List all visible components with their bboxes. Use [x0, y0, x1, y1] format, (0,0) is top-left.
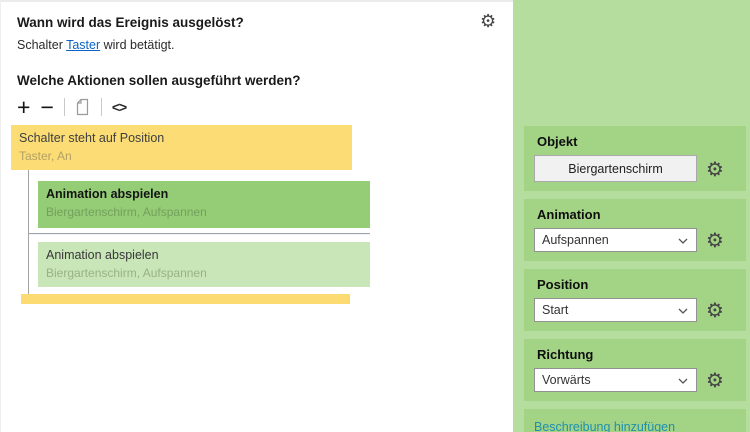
trigger-question: Wann wird das Ereignis ausgelöst?	[17, 15, 244, 30]
property-section-richtung: Richtung Vorwärts ⚙	[524, 339, 746, 401]
object-select-button[interactable]: Biergartenschirm	[534, 155, 697, 182]
action-title: Animation abspielen	[46, 187, 169, 201]
add-description-link[interactable]: Beschreibung hinzufügen	[534, 420, 676, 432]
add-description-section: Beschreibung hinzufügen	[524, 409, 746, 432]
action-block[interactable]: Animation abspielen Biergartenschirm, Au…	[38, 242, 370, 287]
property-label: Objekt	[537, 134, 578, 149]
trigger-settings-gear-icon[interactable]: ⚙	[480, 11, 497, 32]
add-action-button[interactable]: +	[17, 94, 31, 120]
action-title: Animation abspielen	[46, 248, 159, 262]
direction-settings-gear-icon[interactable]: ⚙	[706, 368, 724, 392]
property-label: Position	[537, 277, 589, 292]
property-section-position: Position Start ⚙	[524, 269, 746, 331]
condition-block[interactable]: Schalter steht auf Position Taster, An	[11, 125, 352, 170]
trigger-device-link[interactable]: Taster	[66, 38, 101, 52]
property-section-objekt: Objekt Biergartenschirm ⚙	[524, 126, 746, 191]
event-editor-pane: Wann wird das Ereignis ausgelöst? ⚙ Scha…	[0, 0, 513, 432]
position-settings-gear-icon[interactable]: ⚙	[706, 298, 724, 322]
action-subtitle: Biergartenschirm, Aufspannen	[46, 266, 207, 280]
animation-settings-gear-icon[interactable]: ⚙	[706, 228, 724, 252]
direction-dropdown[interactable]: Vorwärts	[534, 368, 697, 392]
properties-panel: Objekt Biergartenschirm ⚙ Animation Aufs…	[513, 0, 750, 432]
trigger-sentence: Schalter Taster wird betätigt.	[17, 38, 175, 52]
condition-subtitle: Taster, An	[19, 149, 72, 163]
trigger-sentence-suffix: wird betätigt.	[100, 38, 175, 52]
trigger-sentence-prefix: Schalter	[17, 38, 67, 52]
animation-dropdown[interactable]: Aufspannen	[534, 228, 697, 252]
remove-action-button[interactable]: −	[40, 94, 54, 120]
position-dropdown[interactable]: Start	[534, 298, 697, 322]
animation-dropdown-value: Aufspannen	[542, 233, 609, 247]
property-label: Richtung	[537, 347, 594, 362]
chevron-down-icon	[678, 308, 688, 314]
action-block-selected[interactable]: Animation abspielen Biergartenschirm, Au…	[38, 181, 370, 228]
chevron-down-icon	[678, 238, 688, 244]
toolbar-separator	[100, 98, 102, 116]
duplicate-page-icon[interactable]	[75, 98, 91, 116]
position-dropdown-value: Start	[542, 303, 569, 317]
action-subtitle: Biergartenschirm, Aufspannen	[46, 205, 207, 219]
direction-dropdown-value: Vorwärts	[542, 373, 591, 387]
chevron-down-icon	[678, 378, 688, 384]
code-view-button[interactable]: <>	[111, 99, 127, 115]
property-label: Animation	[537, 207, 601, 222]
condition-title: Schalter steht auf Position	[19, 131, 165, 145]
property-section-animation: Animation Aufspannen ⚙	[524, 199, 746, 261]
indent-guide-line	[28, 170, 29, 295]
drop-indicator-bar	[21, 294, 350, 304]
object-settings-gear-icon[interactable]: ⚙	[706, 156, 724, 181]
actions-toolbar: + − <>	[17, 94, 127, 120]
toolbar-separator	[63, 98, 65, 116]
action-separator	[29, 233, 370, 234]
actions-question: Welche Aktionen sollen ausgeführt werden…	[17, 73, 301, 88]
